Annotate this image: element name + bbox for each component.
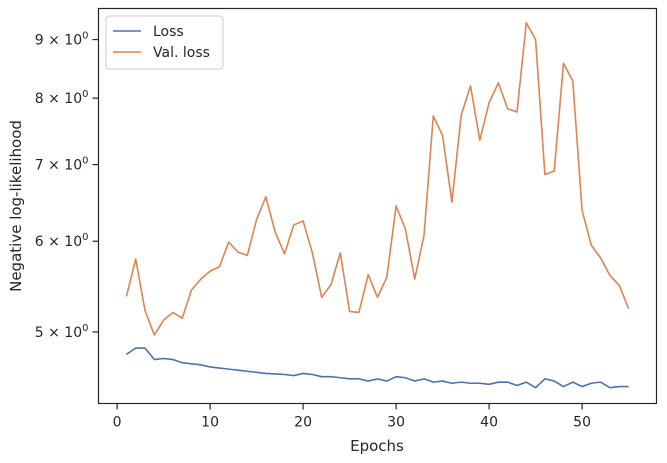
y-tick-label: 6 × 100: [35, 232, 89, 250]
x-axis-label: Epochs: [350, 437, 404, 455]
y-tick-label-exponent: 0: [82, 31, 88, 42]
legend-label: Loss: [153, 24, 184, 40]
y-tick-label-exponent: 0: [82, 156, 88, 167]
legend: Loss Val. loss: [105, 15, 224, 70]
x-tick-label: 30: [387, 415, 405, 431]
y-tick-label-base: 7 × 10: [35, 158, 82, 174]
plot-frame: [97, 7, 658, 405]
x-tick-label: 0: [113, 415, 122, 431]
series-line-loss: [125, 347, 629, 389]
y-tick-label: 9 × 100: [35, 31, 89, 49]
x-tick-label: 10: [201, 415, 219, 431]
legend-box: [105, 15, 224, 70]
legend-label: Val. loss: [153, 45, 210, 61]
y-tick-label: 8 × 100: [35, 89, 89, 107]
y-tick-label-base: 6 × 10: [35, 234, 82, 250]
y-tick-label-exponent: 0: [82, 232, 88, 243]
y-tick-label-exponent: 0: [82, 89, 88, 100]
x-axis-ticks: 0 10 20 30 40 50: [113, 403, 591, 431]
y-tick-label-exponent: 0: [82, 323, 88, 334]
x-tick-label: 40: [480, 415, 498, 431]
y-tick-label: 5 × 100: [35, 323, 89, 341]
y-axis-label: Negative log-likelihood: [7, 120, 25, 292]
series-line-val-loss: [125, 21, 630, 336]
y-tick-label: 7 × 100: [35, 156, 89, 174]
y-tick-label-base: 8 × 10: [35, 91, 82, 107]
y-tick-label-base: 9 × 10: [35, 33, 82, 49]
y-tick-label-base: 5 × 10: [35, 325, 82, 341]
x-tick-label: 20: [294, 415, 312, 431]
series-lines: [125, 21, 630, 389]
x-tick-label: 50: [573, 415, 591, 431]
